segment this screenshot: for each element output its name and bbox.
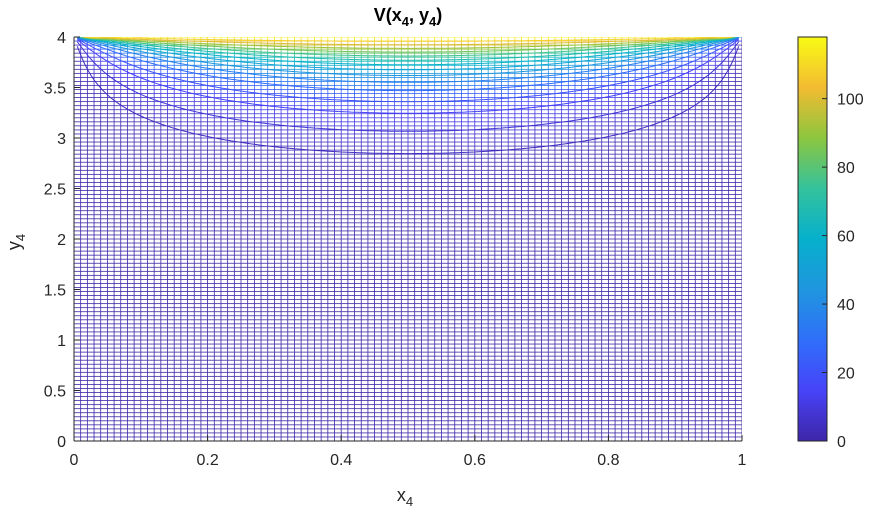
chart-title: V(x4, y4) [374,5,443,29]
plot-area [74,37,742,441]
